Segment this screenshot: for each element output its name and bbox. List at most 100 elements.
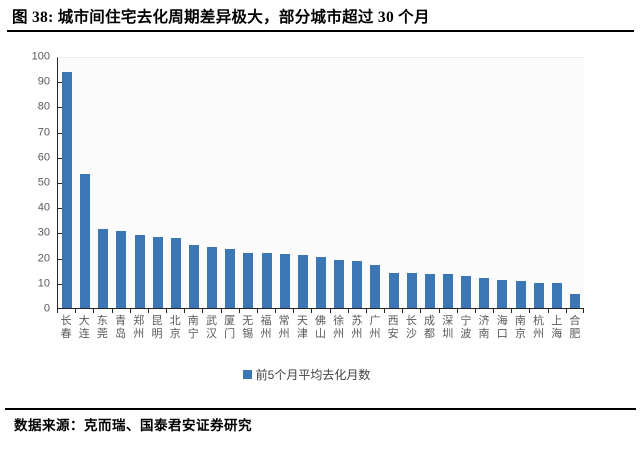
y-tick-mark bbox=[58, 132, 62, 134]
bar bbox=[279, 254, 290, 308]
x-tick-mark bbox=[529, 309, 531, 313]
x-tick-label: 西 安 bbox=[387, 315, 399, 340]
bar bbox=[479, 278, 490, 308]
chart-legend: 前5个月平均去化月数 bbox=[0, 366, 641, 383]
bar-slot bbox=[94, 58, 112, 308]
bar-slot bbox=[366, 58, 384, 308]
x-tick-label: 无 锡 bbox=[242, 315, 254, 340]
bar bbox=[406, 273, 417, 308]
bar-slot bbox=[385, 58, 403, 308]
y-tick-label: 0 bbox=[43, 302, 50, 315]
bar-slot bbox=[149, 58, 167, 308]
x-tick-mark bbox=[547, 309, 549, 313]
bar-slot bbox=[276, 58, 294, 308]
y-tick-mark bbox=[58, 82, 62, 84]
x-tick-label: 东 莞 bbox=[96, 315, 108, 340]
bar bbox=[443, 273, 454, 308]
bar-chart: 0 10 20 30 40 50 60 70 80 90 100 bbox=[32, 51, 584, 314]
bar bbox=[98, 229, 109, 308]
x-tick-label: 深 圳 bbox=[442, 315, 454, 340]
x-tick-label: 福 州 bbox=[260, 315, 272, 340]
bar bbox=[515, 281, 526, 308]
data-source-note: 数据来源：克而瑞、国泰君安证券研究 bbox=[14, 418, 252, 433]
bar-slot bbox=[457, 58, 475, 308]
bar bbox=[243, 252, 254, 308]
x-tick-label: 南 宁 bbox=[187, 315, 199, 340]
x-tick-mark bbox=[365, 309, 367, 313]
x-tick-mark bbox=[93, 309, 95, 313]
x-tick-mark bbox=[474, 309, 476, 313]
y-tick-label: 10 bbox=[37, 277, 50, 290]
bar bbox=[297, 254, 308, 308]
x-tick-mark bbox=[202, 309, 204, 313]
x-tick-label: 昆 明 bbox=[151, 315, 163, 340]
y-tick-label: 30 bbox=[37, 226, 50, 239]
x-tick-mark bbox=[329, 309, 331, 313]
x-tick-mark bbox=[57, 309, 58, 313]
y-tick-mark bbox=[58, 183, 62, 184]
x-tick-label: 天 津 bbox=[296, 315, 308, 340]
x-tick-mark bbox=[493, 309, 495, 313]
x-tick-mark bbox=[111, 309, 113, 313]
bar-slot bbox=[258, 58, 276, 308]
x-tick-mark bbox=[402, 309, 404, 313]
x-tick-label: 合 肥 bbox=[569, 315, 581, 340]
bar bbox=[80, 174, 91, 308]
bar-slot bbox=[131, 58, 149, 308]
bar bbox=[533, 282, 544, 308]
bar-slot bbox=[548, 58, 566, 308]
bar bbox=[388, 272, 399, 308]
bar bbox=[116, 230, 127, 308]
y-tick-label: 20 bbox=[37, 252, 50, 265]
bar-slot bbox=[403, 58, 421, 308]
x-tick-mark bbox=[583, 309, 584, 313]
x-tick-mark bbox=[565, 309, 567, 313]
x-tick-label: 郑 州 bbox=[133, 315, 145, 340]
y-tick-mark bbox=[58, 157, 62, 159]
x-tick-label: 宁 波 bbox=[460, 315, 472, 340]
y-tick-mark bbox=[58, 107, 62, 109]
x-tick-label: 苏 州 bbox=[351, 315, 363, 340]
bar bbox=[152, 236, 163, 308]
x-tick-mark bbox=[184, 309, 186, 313]
bar bbox=[461, 276, 472, 308]
legend-marker-icon bbox=[242, 370, 252, 379]
x-tick-mark bbox=[256, 309, 258, 313]
y-tick-label: 80 bbox=[37, 100, 50, 113]
bar bbox=[424, 273, 435, 308]
bar bbox=[316, 256, 327, 308]
bar bbox=[570, 294, 580, 308]
bar bbox=[370, 265, 381, 308]
bar bbox=[134, 234, 145, 308]
bar-slot bbox=[493, 58, 511, 308]
bar-slot bbox=[566, 58, 584, 308]
x-tick-label: 常 州 bbox=[278, 315, 290, 340]
x-tick-label: 徐 州 bbox=[333, 315, 345, 340]
x-tick-label: 青 岛 bbox=[115, 315, 127, 340]
bar bbox=[551, 283, 562, 308]
bar bbox=[62, 72, 73, 308]
bar bbox=[207, 247, 218, 308]
bar-slot bbox=[239, 58, 257, 308]
bar bbox=[261, 252, 272, 308]
bar-slot bbox=[530, 58, 548, 308]
x-tick-mark bbox=[311, 309, 313, 313]
title-divider bbox=[7, 30, 634, 32]
bar-slot bbox=[421, 58, 439, 308]
bar bbox=[497, 280, 508, 308]
x-tick-label: 南 京 bbox=[514, 315, 526, 340]
bar bbox=[334, 259, 345, 308]
x-tick-label: 长 春 bbox=[60, 315, 72, 340]
x-tick-mark bbox=[275, 309, 277, 313]
legend-label: 前5个月平均去化月数 bbox=[255, 368, 371, 382]
footer-divider bbox=[5, 408, 636, 410]
x-axis-labels: 长 春大 连东 莞青 岛郑 州昆 明北 京南 宁武 汉厦 门无 锡福 州常 州天… bbox=[57, 315, 584, 341]
x-tick-mark bbox=[129, 309, 131, 313]
x-tick-label: 长 沙 bbox=[405, 315, 417, 340]
bar-slot bbox=[439, 58, 457, 308]
x-tick-mark bbox=[166, 309, 168, 313]
y-tick-label: 90 bbox=[37, 75, 50, 88]
x-tick-label: 成 都 bbox=[424, 315, 436, 340]
bar bbox=[225, 248, 236, 308]
